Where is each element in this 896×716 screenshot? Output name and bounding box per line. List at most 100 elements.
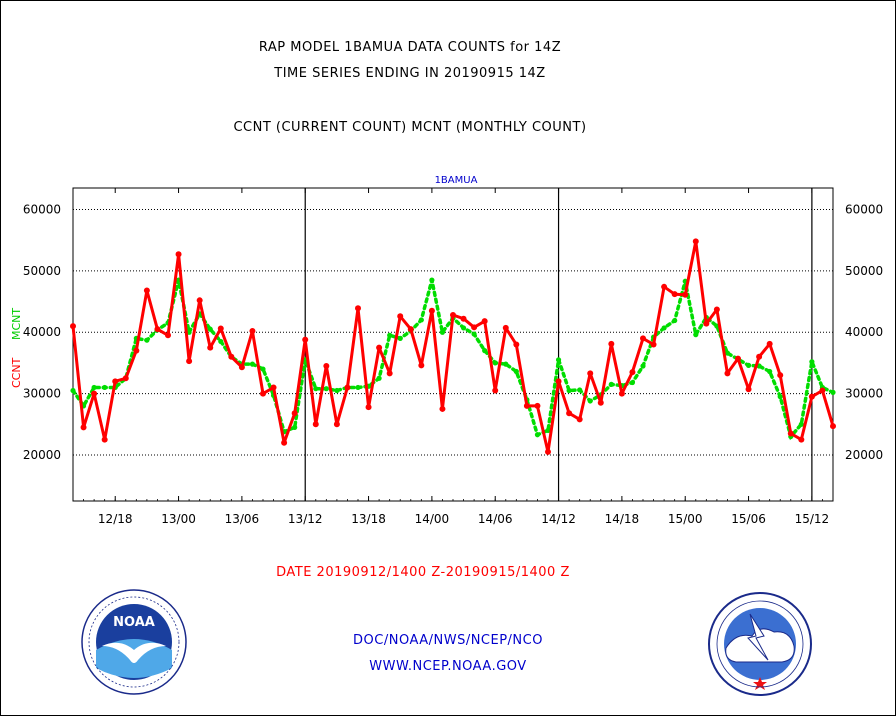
header-legend-line: CCNT (CURRENT COUNT) MCNT (MONTHLY COUNT… bbox=[233, 120, 587, 135]
y-tick-label-right: 30000 bbox=[845, 387, 883, 401]
x-tick-label: 13/06 bbox=[225, 512, 260, 526]
point-ccnt bbox=[692, 238, 699, 245]
point-ccnt bbox=[439, 405, 446, 412]
point-ccnt bbox=[365, 404, 372, 411]
point-ccnt bbox=[523, 402, 530, 409]
point-mcnt bbox=[70, 387, 76, 394]
point-ccnt bbox=[376, 344, 383, 351]
point-ccnt bbox=[756, 353, 763, 360]
point-ccnt bbox=[407, 326, 414, 333]
point-ccnt bbox=[386, 370, 393, 377]
point-ccnt bbox=[249, 327, 256, 334]
point-ccnt bbox=[196, 297, 203, 304]
point-mcnt bbox=[471, 331, 477, 337]
x-tick-label: 14/00 bbox=[415, 512, 450, 526]
point-ccnt bbox=[661, 283, 668, 290]
point-mcnt bbox=[397, 335, 403, 341]
point-ccnt bbox=[122, 375, 129, 382]
point-ccnt bbox=[260, 390, 266, 397]
y-tick-label-right: 20000 bbox=[845, 448, 883, 462]
point-ccnt bbox=[291, 410, 298, 417]
point-mcnt bbox=[482, 348, 488, 354]
point-ccnt bbox=[808, 393, 815, 400]
point-ccnt bbox=[566, 410, 573, 417]
point-ccnt bbox=[207, 344, 214, 351]
point-mcnt bbox=[387, 332, 393, 338]
point-ccnt bbox=[217, 325, 224, 332]
point-ccnt bbox=[471, 324, 478, 331]
point-ccnt bbox=[819, 387, 826, 394]
point-ccnt bbox=[745, 386, 752, 393]
point-mcnt bbox=[555, 357, 562, 363]
point-mcnt bbox=[545, 427, 551, 434]
point-ccnt bbox=[618, 390, 625, 397]
point-mcnt bbox=[323, 386, 329, 392]
series-line-ccnt bbox=[71, 239, 835, 454]
point-mcnt bbox=[102, 384, 108, 391]
point-mcnt bbox=[292, 424, 298, 430]
point-ccnt bbox=[513, 341, 520, 348]
point-mcnt bbox=[577, 387, 583, 393]
y-tick-label-right: 50000 bbox=[845, 264, 883, 278]
point-ccnt bbox=[418, 362, 425, 369]
point-ccnt bbox=[545, 448, 551, 455]
point-mcnt bbox=[249, 361, 256, 367]
x-tick-label: 13/00 bbox=[161, 512, 196, 526]
point-ccnt bbox=[830, 423, 836, 430]
x-tick-label: 13/12 bbox=[288, 512, 323, 526]
point-mcnt bbox=[503, 361, 509, 367]
point-ccnt bbox=[460, 315, 467, 322]
point-ccnt bbox=[534, 402, 541, 409]
point-ccnt bbox=[492, 387, 499, 394]
x-tick-label: 14/12 bbox=[541, 512, 576, 526]
point-mcnt bbox=[566, 387, 572, 394]
point-mcnt bbox=[513, 368, 519, 375]
x-tick-label: 12/18 bbox=[98, 512, 133, 526]
nws-logo bbox=[708, 592, 812, 696]
website-link[interactable]: WWW.NCEP.NOAA.GOV bbox=[369, 659, 527, 674]
point-ccnt bbox=[766, 340, 773, 347]
point-ccnt bbox=[143, 287, 150, 294]
point-ccnt bbox=[323, 362, 330, 369]
y-tick-label-right: 40000 bbox=[845, 325, 883, 339]
point-ccnt bbox=[629, 369, 636, 376]
point-mcnt bbox=[693, 332, 699, 338]
x-tick-label: 15/00 bbox=[668, 512, 703, 526]
org-link[interactable]: DOC/NOAA/NWS/NCEP/NCO bbox=[353, 633, 543, 648]
point-ccnt bbox=[333, 421, 340, 428]
point-ccnt bbox=[682, 291, 689, 298]
point-ccnt bbox=[302, 336, 309, 343]
point-mcnt bbox=[492, 360, 498, 366]
point-ccnt bbox=[713, 306, 720, 313]
point-ccnt bbox=[91, 390, 98, 397]
point-ccnt bbox=[312, 421, 319, 428]
point-ccnt bbox=[154, 326, 161, 333]
point-mcnt bbox=[608, 381, 614, 387]
point-ccnt bbox=[428, 307, 435, 314]
point-ccnt bbox=[397, 313, 404, 320]
date-range-label: DATE 20190912/1400 Z-20190915/1400 Z bbox=[276, 565, 570, 580]
point-mcnt bbox=[798, 421, 804, 427]
x-tick-label: 15/12 bbox=[795, 512, 830, 526]
y-tick-label-left: 40000 bbox=[23, 325, 61, 339]
point-mcnt bbox=[334, 387, 340, 394]
point-ccnt bbox=[355, 305, 361, 312]
noaa-logo-text: NOAA bbox=[113, 615, 155, 630]
point-ccnt bbox=[228, 353, 235, 360]
x-tick-label: 15/06 bbox=[731, 512, 766, 526]
point-mcnt bbox=[767, 368, 773, 375]
point-mcnt bbox=[460, 325, 467, 331]
y-tick-label-left: 50000 bbox=[23, 264, 61, 278]
point-ccnt bbox=[777, 372, 784, 379]
x-tick-label: 14/06 bbox=[478, 512, 513, 526]
point-mcnt bbox=[439, 329, 446, 335]
header-title-line1: RAP MODEL 1BAMUA DATA COUNTS for 14Z bbox=[258, 40, 562, 55]
point-mcnt bbox=[745, 362, 752, 368]
point-ccnt bbox=[576, 416, 583, 423]
y-tick-label-left: 60000 bbox=[23, 202, 61, 216]
y-axis-label-mcnt: MCNT bbox=[10, 308, 23, 340]
point-mcnt bbox=[376, 375, 382, 381]
point-ccnt bbox=[112, 378, 119, 385]
point-ccnt bbox=[70, 323, 76, 330]
point-mcnt bbox=[144, 337, 150, 343]
